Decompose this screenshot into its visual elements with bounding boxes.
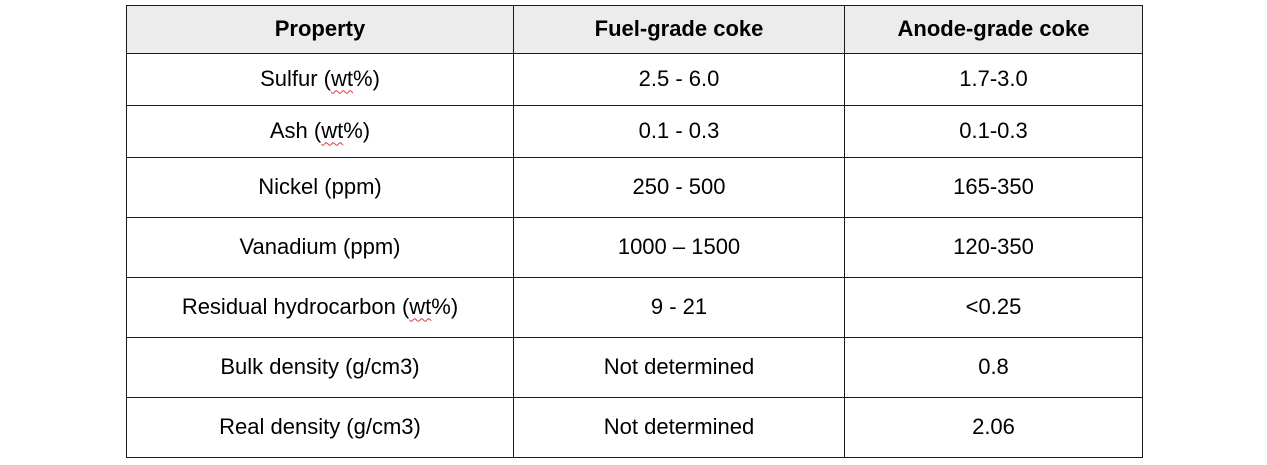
anode-grade-value: 0.8 [844,337,1143,398]
property-cell: Vanadium (ppm) [126,217,514,278]
fuel-grade-value: 0.1 - 0.3 [513,105,845,158]
header-row: Property Fuel-grade coke Anode-grade cok… [126,5,1143,54]
table-row: Bulk density (g/cm3) Not determined 0.8 [126,337,1143,398]
property-unit: wt [331,66,354,92]
property-label-end: %) [343,118,371,144]
table-row: Nickel (ppm) 250 - 500 165-350 [126,157,1143,218]
anode-grade-value: <0.25 [844,277,1143,338]
fuel-grade-value: Not determined [513,337,845,398]
property-label-end: %) [353,66,380,92]
header-anode-grade: Anode-grade coke [844,5,1143,54]
property-cell: Bulk density (g/cm3) [126,337,514,398]
property-cell: Residual hydrocarbon (wt%) [126,277,514,338]
property-label: Nickel (ppm) [258,174,382,200]
fuel-grade-value: 2.5 - 6.0 [513,53,845,106]
table-row: Ash (wt%) 0.1 - 0.3 0.1-0.3 [126,105,1143,158]
property-unit: wt [321,118,344,144]
table-row: Residual hydrocarbon (wt%) 9 - 21 <0.25 [126,277,1143,338]
table-row: Real density (g/cm3) Not determined 2.06 [126,397,1143,458]
table-body: Sulfur (wt%) 2.5 - 6.0 1.7-3.0 Ash (wt%)… [126,53,1143,458]
property-label: Real density (g/cm3) [219,414,421,440]
fuel-grade-value: 1000 – 1500 [513,217,845,278]
anode-grade-value: 165-350 [844,157,1143,218]
anode-grade-value: 120-350 [844,217,1143,278]
coke-properties-table: Property Fuel-grade coke Anode-grade cok… [126,5,1143,458]
property-cell: Nickel (ppm) [126,157,514,218]
table-header: Property Fuel-grade coke Anode-grade cok… [126,5,1143,54]
property-cell: Real density (g/cm3) [126,397,514,458]
property-label-end: %) [431,294,459,320]
property-label: Vanadium (ppm) [239,234,401,260]
fuel-grade-value: 250 - 500 [513,157,845,218]
fuel-grade-value: 9 - 21 [513,277,845,338]
header-fuel-grade: Fuel-grade coke [513,5,845,54]
header-property: Property [126,5,514,54]
property-cell: Sulfur (wt%) [126,53,514,106]
anode-grade-value: 0.1-0.3 [844,105,1143,158]
anode-grade-value: 1.7-3.0 [844,53,1143,106]
property-label: Bulk density (g/cm3) [220,354,420,380]
table-row: Sulfur (wt%) 2.5 - 6.0 1.7-3.0 [126,53,1143,106]
property-unit: wt [409,294,432,320]
table-row: Vanadium (ppm) 1000 – 1500 120-350 [126,217,1143,278]
anode-grade-value: 2.06 [844,397,1143,458]
property-label: Ash ( [269,118,322,144]
property-label: Sulfur ( [260,66,332,92]
property-label: Residual hydrocarbon ( [181,294,410,320]
fuel-grade-value: Not determined [513,397,845,458]
property-cell: Ash (wt%) [126,105,514,158]
